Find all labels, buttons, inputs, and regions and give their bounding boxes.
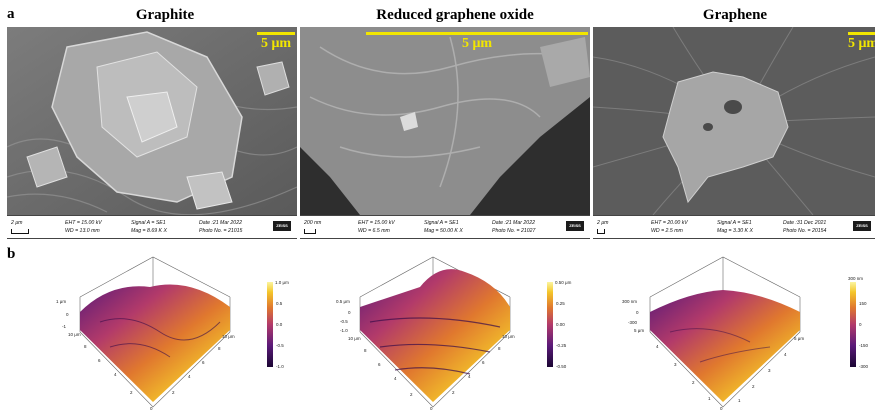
zeiss-logo: ZEISS: [566, 221, 584, 231]
sem-image-graphite: 5 μm: [7, 27, 297, 215]
panel-b-letter: b: [7, 246, 16, 262]
infobar-scale-bar: [304, 229, 316, 234]
sem-image-rgo: 5 μm: [300, 27, 590, 215]
infobar-eht: EHT = 20.00 kV: [651, 220, 688, 226]
afm-plot-graphene: 300 nm 0 -300 5 μm 4 3 2 1 0 5 μm 4 3 2 …: [620, 252, 875, 412]
scale-label-graphite: 5 μm: [261, 36, 292, 51]
infobar-date: Date :31 Dec 2021: [783, 220, 827, 226]
sem-infobar-graphite: 2 μm EHT = 15.00 kV WD = 13.0 mm Signal …: [7, 215, 297, 239]
infobar-photo: Photo No. = 21015: [199, 228, 243, 234]
sem-image-graphene: 5 μm: [593, 27, 875, 215]
infobar-mag: Mag = 3.30 K X: [717, 228, 753, 234]
infobar-wd: WD = 2.5 mm: [651, 228, 683, 234]
infobar-mag: Mag = 50.00 K X: [424, 228, 463, 234]
zeiss-logo: ZEISS: [853, 221, 871, 231]
graphene-title: Graphene: [702, 7, 768, 23]
afm-plot-rgo: 0.5 μm 0 -0.5 -1.0 10 μm 8 6 4 2 0 10 μm…: [330, 252, 580, 412]
infobar-scale-bar: [11, 229, 29, 234]
infobar-signal: Signal A = SE1: [131, 220, 166, 226]
infobar-eht: EHT = 15.00 kV: [358, 220, 395, 226]
infobar-scale-text: 200 nm: [304, 220, 322, 226]
infobar-date: Date :21 Mar 2022: [199, 220, 242, 226]
infobar-photo: Photo No. = 21027: [492, 228, 536, 234]
infobar-signal: Signal A = SE1: [424, 220, 459, 226]
scale-label-rgo: 5 μm: [462, 36, 493, 51]
infobar-wd: WD = 13.0 mm: [65, 228, 100, 234]
infobar-wd: WD = 6.5 mm: [358, 228, 390, 234]
graphite-title: Graphite: [135, 7, 195, 23]
infobar-date: Date :21 Mar 2022: [492, 220, 535, 226]
sem-infobar-graphene: 2 μm EHT = 20.00 kV WD = 2.5 mm Signal A…: [593, 215, 875, 239]
scale-bar-graphene: [848, 32, 875, 35]
sem-infobar-rgo: 200 nm EHT = 15.00 kV WD = 6.5 mm Signal…: [300, 215, 590, 239]
infobar-scale-text: 2 μm: [597, 220, 609, 226]
rgo-title: Reduced graphene oxide: [376, 7, 534, 23]
scale-bar-rgo: [366, 32, 588, 35]
panel-a-letter: a: [7, 6, 15, 22]
scale-label-graphene: 5 μm: [848, 36, 875, 51]
infobar-scale-bar: [597, 229, 605, 234]
scale-bar-graphite: [257, 32, 295, 35]
infobar-scale-text: 2 μm: [11, 220, 23, 226]
afm-plot-graphite: 1 μm 0 -1 10 μm 8 6 4 2 0 10 μm 8 6 4 2 …: [40, 252, 290, 412]
infobar-photo: Photo No. = 20154: [783, 228, 827, 234]
infobar-eht: EHT = 15.00 kV: [65, 220, 102, 226]
zeiss-logo: ZEISS: [273, 221, 291, 231]
infobar-signal: Signal A = SE1: [717, 220, 752, 226]
infobar-mag: Mag = 8.69 K X: [131, 228, 167, 234]
